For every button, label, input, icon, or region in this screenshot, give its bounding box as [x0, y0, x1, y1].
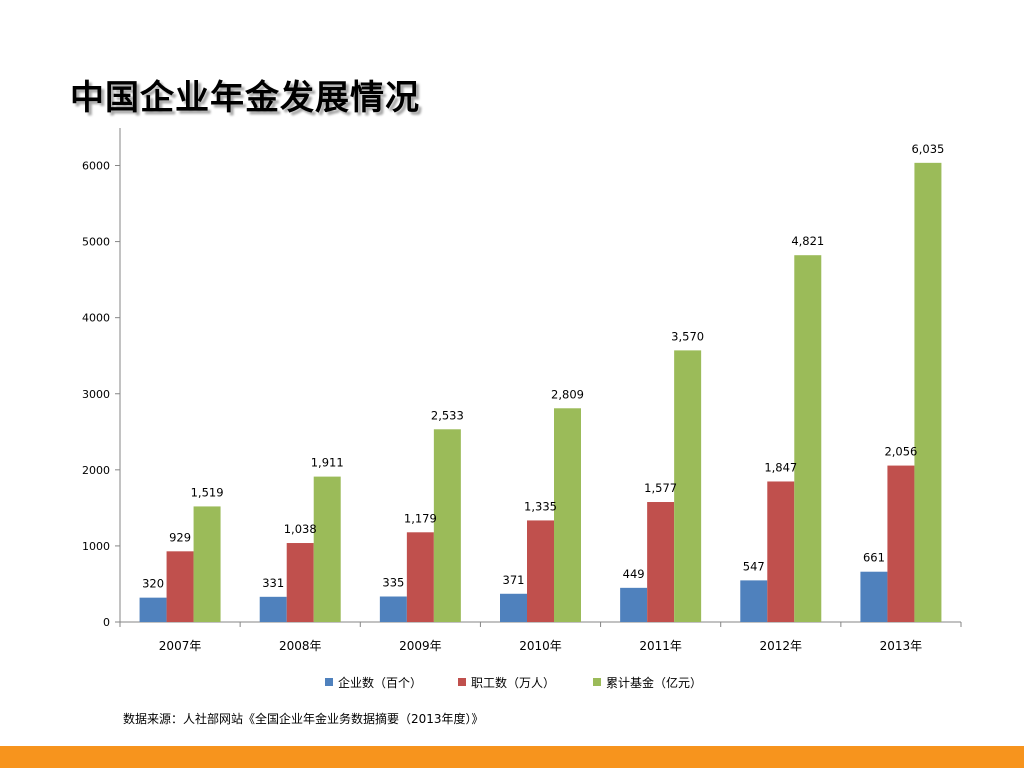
slide-title: 中国企业年金发展情况	[70, 78, 420, 118]
y-tick-label: 5000	[82, 236, 110, 249]
bar-2-5	[647, 502, 675, 622]
bar-2-2	[286, 543, 314, 622]
y-tick-label: 2000	[82, 464, 110, 477]
data-label: 929	[169, 530, 191, 544]
data-label: 371	[503, 573, 525, 587]
x-tick-label: 2007年	[159, 639, 202, 653]
x-tick-label: 2013年	[880, 639, 923, 653]
legend-swatch	[458, 678, 466, 686]
data-label: 1,179	[404, 511, 437, 525]
bar-1-6	[740, 580, 768, 622]
y-tick-label: 3000	[82, 388, 110, 401]
data-label: 1,577	[644, 481, 677, 495]
data-label: 1,519	[191, 485, 224, 499]
x-tick-label: 2009年	[399, 639, 442, 653]
data-label: 1,335	[524, 499, 557, 513]
legend-swatch	[325, 678, 333, 686]
x-tick-label: 2011年	[639, 639, 682, 653]
data-label: 2,056	[884, 445, 917, 459]
legend-label: 累计基金（亿元）	[606, 675, 702, 690]
bar-1-4	[500, 593, 527, 622]
x-tick-label: 2008年	[279, 639, 322, 653]
bar-3-4	[554, 408, 581, 622]
data-label: 320	[142, 577, 164, 591]
bar-2-3	[406, 532, 434, 622]
bar-1-7	[860, 571, 888, 622]
bar-3-3	[433, 429, 461, 622]
y-tick-label: 1000	[82, 540, 110, 553]
data-label: 449	[623, 567, 645, 581]
bar-1-5	[620, 587, 648, 622]
data-label: 3,570	[671, 329, 704, 343]
chart-bars	[139, 162, 942, 622]
data-label: 1,038	[284, 522, 317, 536]
data-label: 547	[743, 559, 765, 573]
bar-1-2	[259, 596, 287, 622]
data-label: 1,911	[311, 456, 344, 470]
legend-label: 企业数（百个）	[338, 675, 422, 690]
bar-1-1	[139, 597, 167, 622]
source-note: 数据来源：人社部网站《全国企业年金业务数据摘要（2013年度）》	[123, 712, 484, 726]
y-tick-label: 6000	[82, 160, 110, 173]
x-tick-label: 2010年	[519, 639, 562, 653]
data-label: 661	[863, 551, 885, 565]
chart-legend: 企业数（百个） 职工数（万人） 累计基金（亿元）	[325, 675, 702, 690]
chart-data-labels: 320 331 335 371 449 547 661 929 1,038 1,179 1,335 1…	[142, 142, 944, 591]
y-tick-label: 0	[103, 616, 110, 629]
x-tick-label: 2012年	[760, 639, 803, 653]
data-label: 335	[382, 576, 404, 590]
bar-2-6	[767, 481, 795, 622]
bar-2-7	[887, 465, 915, 622]
y-tick-label: 4000	[82, 312, 110, 325]
data-label: 4,821	[791, 234, 824, 248]
bar-2-4	[527, 520, 554, 622]
bar-1-3	[379, 596, 407, 622]
bar-3-2	[313, 476, 341, 622]
legend-swatch	[593, 678, 601, 686]
bar-3-1	[193, 506, 221, 622]
data-label: 2,533	[431, 408, 464, 422]
bar-3-6	[794, 255, 822, 622]
legend-label: 职工数（万人）	[471, 675, 555, 690]
footer-bar	[0, 746, 1024, 768]
data-label: 2,809	[551, 387, 584, 401]
data-label: 1,847	[764, 460, 797, 474]
bar-3-7	[914, 162, 942, 622]
bar-3-5	[674, 350, 702, 622]
data-label: 6,035	[911, 142, 944, 156]
data-label: 331	[262, 576, 284, 590]
bar-2-1	[166, 551, 194, 622]
